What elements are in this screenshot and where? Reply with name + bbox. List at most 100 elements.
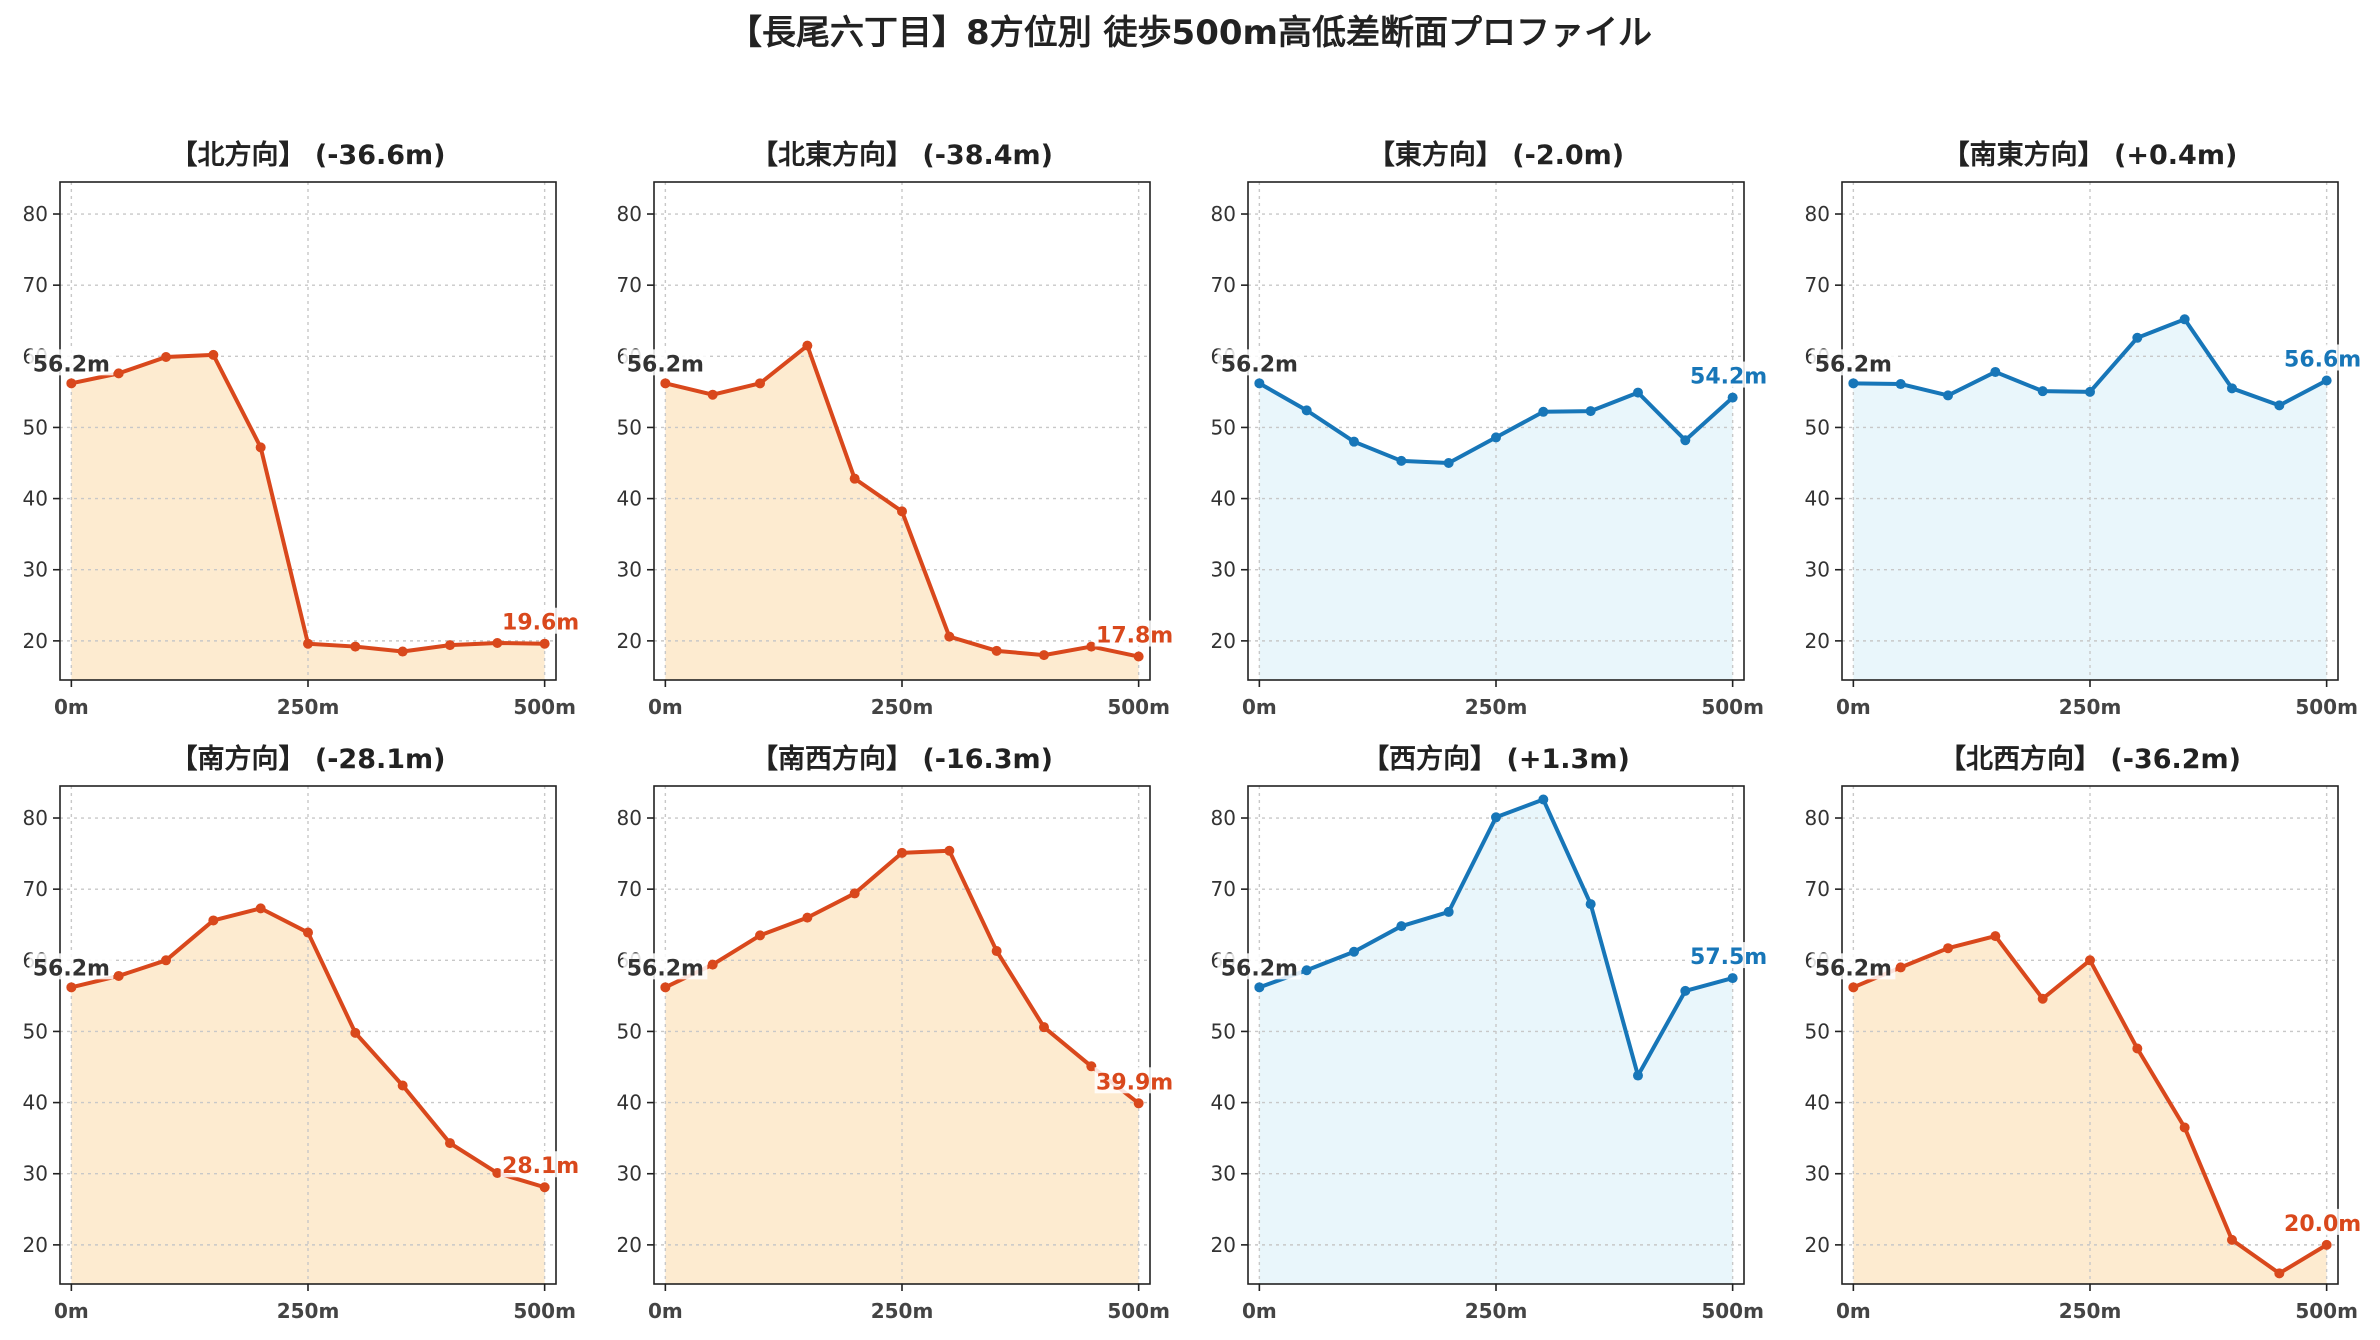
profile-panel-8: 【北西方向】 (-36.2m)203040506070800m250m500m5… xyxy=(1805,743,2363,1323)
end-label-bg xyxy=(500,1151,581,1178)
x-tick-label: 0m xyxy=(1836,695,1871,719)
x-tick-label: 250m xyxy=(871,695,934,719)
x-tick-label: 0m xyxy=(648,1299,683,1323)
y-tick-label: 20 xyxy=(617,1233,642,1257)
elevation-point xyxy=(707,959,718,970)
x-tick-label: 0m xyxy=(54,1299,89,1323)
elevation-point xyxy=(2226,1234,2237,1245)
x-tick-label: 500m xyxy=(1107,1299,1170,1323)
elevation-point xyxy=(1585,899,1596,910)
elevation-point xyxy=(897,506,907,517)
elevation-point xyxy=(113,970,124,981)
elevation-point xyxy=(1443,906,1454,917)
elevation-point xyxy=(755,930,766,941)
panel-title: 【南西方向】 (-16.3m) xyxy=(751,743,1053,775)
panel-title: 【南方向】 (-28.1m) xyxy=(170,743,445,775)
elevation-point xyxy=(303,638,313,649)
y-tick-label: 50 xyxy=(617,1019,642,1043)
y-tick-label: 40 xyxy=(1211,1091,1236,1115)
elevation-point xyxy=(2226,383,2237,394)
elevation-point xyxy=(1491,812,1501,823)
elevation-point xyxy=(539,638,550,649)
x-tick-label: 500m xyxy=(513,1299,576,1323)
start-label-bg xyxy=(1217,349,1302,376)
elevation-point xyxy=(1038,650,1049,661)
elevation-point xyxy=(161,955,172,966)
start-elevation-label: 56.2m xyxy=(1221,956,1298,981)
elevation-point xyxy=(1585,406,1596,417)
x-tick-label: 250m xyxy=(1465,1299,1528,1323)
elevation-point xyxy=(1990,366,2001,377)
profile-panel-6: 【南西方向】 (-16.3m)203040506070800m250m500m5… xyxy=(617,743,1175,1323)
start-label-bg xyxy=(1217,953,1302,980)
profile-panel-7: 【西方向】 (+1.3m)203040506070800m250m500m56.… xyxy=(1211,743,1769,1323)
start-elevation-label: 56.2m xyxy=(33,956,110,981)
y-tick-label: 40 xyxy=(1805,487,1830,511)
start-elevation-label: 56.2m xyxy=(1221,352,1298,377)
end-label-bg xyxy=(1688,942,1769,969)
y-tick-label: 70 xyxy=(1805,273,1830,297)
elevation-point xyxy=(1038,1022,1049,1033)
elevation-point xyxy=(1396,455,1407,466)
profile-panel-1: 【北方向】 (-36.6m)203040506070800m250m500m56… xyxy=(23,139,581,719)
x-tick-label: 500m xyxy=(2295,695,2358,719)
elevation-point xyxy=(1943,390,1954,401)
x-tick-label: 250m xyxy=(2059,695,2122,719)
elevation-point xyxy=(1086,1061,1097,1072)
y-tick-label: 30 xyxy=(23,558,48,582)
elevation-point xyxy=(849,473,860,484)
elevation-point xyxy=(1396,921,1407,932)
elevation-point xyxy=(707,389,718,400)
elevation-point xyxy=(1301,405,1312,416)
end-elevation-label: 56.6m xyxy=(2284,347,2361,372)
y-tick-label: 70 xyxy=(1211,273,1236,297)
elevation-point xyxy=(944,631,955,642)
y-tick-label: 30 xyxy=(23,1162,48,1186)
y-tick-label: 30 xyxy=(1805,1162,1830,1186)
y-tick-label: 40 xyxy=(617,1091,642,1115)
elevation-point xyxy=(539,1182,550,1193)
y-tick-label: 80 xyxy=(1211,202,1236,226)
end-label-bg xyxy=(1094,1067,1175,1094)
elevation-point xyxy=(1254,378,1265,389)
x-tick-label: 500m xyxy=(1107,695,1170,719)
elevation-area xyxy=(71,354,545,680)
panel-title: 【北西方向】 (-36.2m) xyxy=(1939,743,2241,775)
elevation-point xyxy=(397,1080,408,1091)
elevation-point xyxy=(444,1138,455,1149)
end-elevation-label: 20.0m xyxy=(2284,1212,2361,1237)
y-tick-label: 20 xyxy=(1211,1233,1236,1257)
y-tick-label: 50 xyxy=(617,415,642,439)
elevation-point xyxy=(1848,982,1859,993)
elevation-point xyxy=(208,915,219,926)
elevation-point xyxy=(2179,1122,2190,1133)
elevation-point xyxy=(660,982,671,993)
elevation-point xyxy=(2037,386,2048,397)
elevation-point xyxy=(1632,1070,1643,1081)
elevation-point xyxy=(66,378,77,389)
end-elevation-label: 57.5m xyxy=(1690,945,1767,970)
start-elevation-label: 56.2m xyxy=(33,352,110,377)
elevation-point xyxy=(1538,406,1549,417)
panel-title: 【西方向】 (+1.3m) xyxy=(1362,743,1630,775)
panel-title: 【東方向】 (-2.0m) xyxy=(1368,139,1624,171)
start-label-bg xyxy=(623,349,708,376)
elevation-point xyxy=(208,349,219,360)
y-tick-label: 80 xyxy=(23,806,48,830)
elevation-point xyxy=(397,646,408,657)
x-tick-label: 0m xyxy=(1836,1299,1871,1323)
y-tick-label: 30 xyxy=(1211,1162,1236,1186)
end-label-bg xyxy=(2282,1208,2363,1235)
y-tick-label: 70 xyxy=(1805,877,1830,901)
start-label-bg xyxy=(1811,953,1896,980)
y-tick-label: 80 xyxy=(1805,806,1830,830)
start-label-bg xyxy=(1811,349,1896,376)
elevation-point xyxy=(1301,965,1312,976)
end-label-bg xyxy=(1688,361,1769,388)
elevation-point xyxy=(2321,375,2332,386)
y-tick-label: 80 xyxy=(1805,202,1830,226)
y-tick-label: 30 xyxy=(1211,558,1236,582)
elevation-point xyxy=(991,645,1002,656)
x-tick-label: 250m xyxy=(1465,695,1528,719)
